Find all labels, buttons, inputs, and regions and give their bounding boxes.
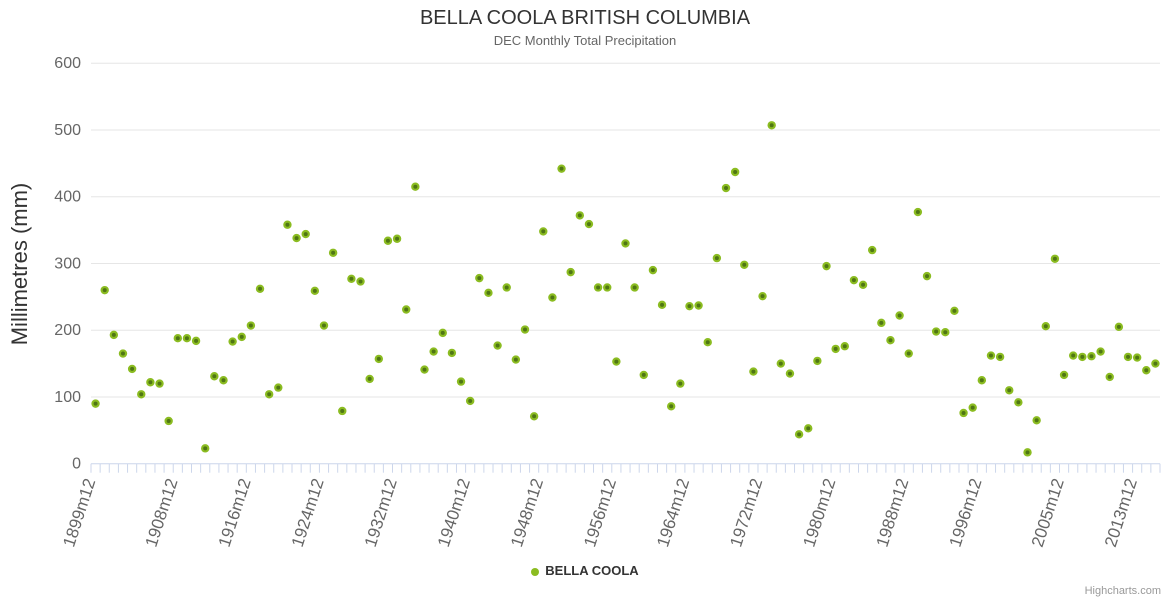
svg-text:1956m12: 1956m12 xyxy=(580,476,620,549)
svg-text:1916m12: 1916m12 xyxy=(215,476,255,549)
svg-text:1932m12: 1932m12 xyxy=(361,476,401,549)
svg-text:1988m12: 1988m12 xyxy=(873,476,913,549)
svg-text:400: 400 xyxy=(54,189,81,206)
svg-text:1940m12: 1940m12 xyxy=(434,476,474,549)
svg-text:200: 200 xyxy=(54,322,81,339)
svg-text:1964m12: 1964m12 xyxy=(653,476,693,549)
svg-text:1948m12: 1948m12 xyxy=(507,476,547,549)
svg-text:600: 600 xyxy=(54,55,81,72)
svg-text:1908m12: 1908m12 xyxy=(142,476,182,549)
svg-text:300: 300 xyxy=(54,255,81,272)
svg-text:500: 500 xyxy=(54,122,81,139)
svg-text:1924m12: 1924m12 xyxy=(288,476,328,549)
svg-text:1980m12: 1980m12 xyxy=(799,476,839,549)
svg-text:100: 100 xyxy=(54,389,81,406)
svg-text:2005m12: 2005m12 xyxy=(1028,476,1068,549)
svg-text:1899m12: 1899m12 xyxy=(59,476,99,549)
svg-text:1972m12: 1972m12 xyxy=(726,476,766,549)
svg-text:1996m12: 1996m12 xyxy=(946,476,986,549)
svg-text:0: 0 xyxy=(72,456,81,473)
svg-text:2013m12: 2013m12 xyxy=(1101,476,1141,549)
